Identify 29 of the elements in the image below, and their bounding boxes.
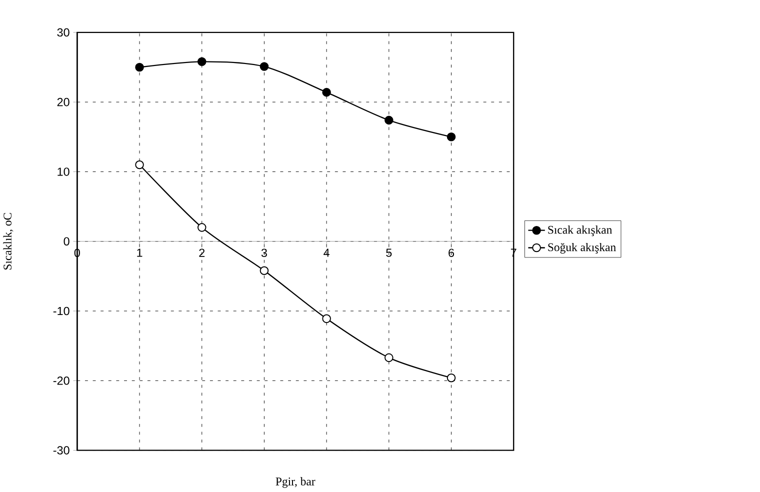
point bbox=[197, 222, 206, 232]
x-tick-label: 4 bbox=[324, 248, 330, 257]
point bbox=[135, 160, 144, 170]
y-axis-title: Sıcaklık, oC bbox=[3, 213, 14, 270]
point bbox=[446, 132, 456, 142]
point bbox=[260, 62, 269, 71]
point bbox=[135, 62, 144, 72]
y-tick-label: 20 bbox=[57, 98, 70, 106]
point bbox=[384, 353, 394, 362]
point bbox=[322, 88, 331, 97]
point bbox=[260, 266, 269, 275]
point bbox=[322, 314, 331, 324]
point bbox=[384, 116, 394, 125]
y-tick-label: -20 bbox=[53, 376, 70, 385]
legend-label: Sıcak akışkan bbox=[548, 225, 612, 236]
x-tick-label: 5 bbox=[386, 248, 392, 257]
x-tick-label: 3 bbox=[261, 248, 267, 257]
y-tick-label: 0 bbox=[64, 237, 70, 246]
y-tick-label: -30 bbox=[53, 446, 70, 454]
point bbox=[446, 373, 456, 382]
y-tick-label: -10 bbox=[53, 306, 70, 316]
x-tick-label: 6 bbox=[448, 248, 454, 257]
x-tick-label: 2 bbox=[199, 248, 205, 257]
x-tick-label: 1 bbox=[137, 248, 142, 257]
y-tick-label: 30 bbox=[57, 28, 70, 37]
point bbox=[197, 57, 206, 66]
legend-label: Soğuk akışkan bbox=[548, 242, 616, 254]
y-tick-label: 10 bbox=[58, 168, 70, 176]
x-axis-title: Pgir, bar bbox=[276, 477, 316, 488]
